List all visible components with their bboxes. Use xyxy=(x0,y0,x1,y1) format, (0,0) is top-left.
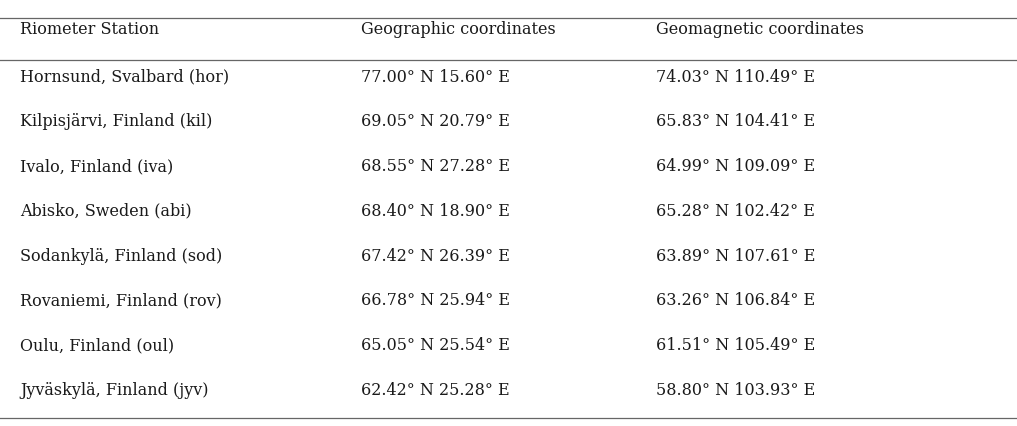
Text: 68.55° N 27.28° E: 68.55° N 27.28° E xyxy=(361,158,511,175)
Text: 63.89° N 107.61° E: 63.89° N 107.61° E xyxy=(656,248,816,265)
Text: Hornsund, Svalbard (hor): Hornsund, Svalbard (hor) xyxy=(20,69,230,86)
Text: 65.83° N 104.41° E: 65.83° N 104.41° E xyxy=(656,113,815,130)
Text: 63.26° N 106.84° E: 63.26° N 106.84° E xyxy=(656,292,815,309)
Text: 67.42° N 26.39° E: 67.42° N 26.39° E xyxy=(361,248,510,265)
Text: 69.05° N 20.79° E: 69.05° N 20.79° E xyxy=(361,113,510,130)
Text: Geomagnetic coordinates: Geomagnetic coordinates xyxy=(656,21,864,38)
Text: 62.42° N 25.28° E: 62.42° N 25.28° E xyxy=(361,382,510,399)
Text: 66.78° N 25.94° E: 66.78° N 25.94° E xyxy=(361,292,511,309)
Text: Riometer Station: Riometer Station xyxy=(20,21,160,38)
Text: 61.51° N 105.49° E: 61.51° N 105.49° E xyxy=(656,337,816,354)
Text: Kilpisjärvi, Finland (kil): Kilpisjärvi, Finland (kil) xyxy=(20,113,213,130)
Text: Jyväskylä, Finland (jyv): Jyväskylä, Finland (jyv) xyxy=(20,382,208,399)
Text: 58.80° N 103.93° E: 58.80° N 103.93° E xyxy=(656,382,816,399)
Text: Oulu, Finland (oul): Oulu, Finland (oul) xyxy=(20,337,175,354)
Text: Geographic coordinates: Geographic coordinates xyxy=(361,21,555,38)
Text: 74.03° N 110.49° E: 74.03° N 110.49° E xyxy=(656,69,815,86)
Text: 65.05° N 25.54° E: 65.05° N 25.54° E xyxy=(361,337,510,354)
Text: Ivalo, Finland (iva): Ivalo, Finland (iva) xyxy=(20,158,174,175)
Text: Sodankylä, Finland (sod): Sodankylä, Finland (sod) xyxy=(20,248,223,265)
Text: 64.99° N 109.09° E: 64.99° N 109.09° E xyxy=(656,158,815,175)
Text: 77.00° N 15.60° E: 77.00° N 15.60° E xyxy=(361,69,510,86)
Text: 65.28° N 102.42° E: 65.28° N 102.42° E xyxy=(656,203,815,220)
Text: 68.40° N 18.90° E: 68.40° N 18.90° E xyxy=(361,203,510,220)
Text: Rovaniemi, Finland (rov): Rovaniemi, Finland (rov) xyxy=(20,292,223,309)
Text: Abisko, Sweden (abi): Abisko, Sweden (abi) xyxy=(20,203,192,220)
